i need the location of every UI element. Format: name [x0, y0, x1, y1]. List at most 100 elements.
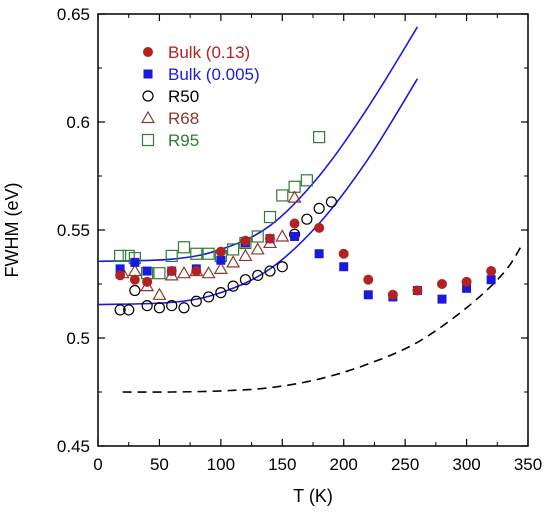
data-point — [190, 295, 202, 307]
data-point — [177, 241, 191, 254]
data-point — [141, 300, 153, 312]
data-point — [461, 276, 472, 287]
data-point — [263, 210, 277, 224]
legend: Bulk (0.13) Bulk (0.005) R50 R68 R95 — [140, 43, 260, 150]
data-point — [191, 266, 202, 277]
data-point — [437, 279, 447, 289]
data-point — [226, 255, 241, 268]
data-point — [202, 291, 215, 303]
data-point — [216, 255, 226, 265]
data-point — [142, 266, 152, 276]
y-tick-label: 0.5 — [66, 329, 90, 348]
data-point — [363, 274, 374, 285]
data-point — [289, 218, 300, 229]
data-point — [123, 304, 135, 316]
x-tick-label: 150 — [268, 455, 296, 474]
data-point — [213, 261, 228, 274]
legend-marker — [141, 133, 155, 147]
data-point — [122, 249, 135, 263]
data-point — [300, 174, 313, 187]
data-point — [153, 267, 166, 280]
data-point — [338, 248, 349, 259]
data-point — [166, 266, 177, 277]
legend-marker — [143, 47, 153, 57]
y-axis-title: FWHM (eV) — [2, 183, 22, 278]
data-point — [215, 246, 226, 257]
data-point — [264, 265, 276, 277]
data-point — [176, 265, 192, 279]
data-point — [201, 265, 216, 279]
data-point — [250, 242, 265, 255]
data-point — [437, 294, 447, 304]
data-point — [313, 131, 326, 144]
data-point — [276, 189, 289, 202]
x-tick-label: 50 — [150, 455, 169, 474]
x-axis-title: T (K) — [293, 486, 333, 506]
data-point — [363, 290, 373, 300]
data-point — [130, 257, 140, 267]
data-point — [301, 213, 313, 225]
data-point — [129, 274, 140, 285]
x-tick-label: 350 — [514, 455, 542, 474]
y-tick-label: 0.6 — [66, 113, 90, 132]
data-point — [412, 285, 423, 296]
data-point — [227, 280, 239, 292]
x-tick-label: 250 — [391, 455, 419, 474]
data-point — [276, 261, 288, 273]
legend-label: R95 — [168, 131, 199, 150]
dashed-reference-line — [122, 244, 523, 393]
data-point — [114, 304, 126, 316]
fit-line — [97, 78, 419, 306]
data-point — [153, 302, 166, 314]
legend-marker — [140, 110, 156, 124]
data-point — [238, 248, 253, 262]
legend-marker — [143, 69, 153, 79]
data-point — [114, 249, 127, 263]
x-tick-label: 0 — [93, 455, 102, 474]
data-point — [166, 300, 178, 312]
data-point — [486, 266, 497, 277]
data-point — [462, 283, 472, 293]
legend-label: Bulk (0.005) — [168, 65, 260, 84]
data-point — [252, 269, 264, 281]
tick-labels: 0 50 100 150 200 250 300 350 0.45 0.5 0.55 0.6 0.65 — [57, 5, 542, 474]
data-point — [251, 230, 264, 243]
data-point — [314, 249, 324, 259]
data-point — [239, 274, 252, 286]
data-point — [325, 196, 338, 208]
data-point — [142, 276, 153, 287]
legend-label: R68 — [168, 109, 199, 128]
data-point — [227, 243, 240, 256]
data-points — [114, 131, 497, 316]
data-point — [290, 231, 300, 241]
y-tick-label: 0.65 — [57, 5, 90, 24]
legend-marker — [142, 90, 154, 102]
data-point — [314, 222, 325, 233]
data-point — [486, 275, 496, 285]
data-point — [387, 289, 398, 300]
data-point — [115, 270, 126, 281]
data-point — [178, 302, 190, 314]
data-point — [165, 249, 178, 263]
legend-label: Bulk (0.13) — [168, 43, 250, 62]
y-tick-label: 0.55 — [57, 221, 90, 240]
data-point — [215, 287, 227, 299]
data-point — [275, 229, 290, 242]
fit-line — [97, 26, 419, 263]
data-point — [339, 262, 349, 272]
data-point — [115, 264, 125, 274]
data-point — [152, 287, 167, 300]
data-point — [202, 247, 215, 260]
data-point — [240, 235, 251, 246]
data-point — [265, 233, 275, 244]
x-tick-label: 100 — [207, 455, 235, 474]
x-tick-label: 200 — [330, 455, 358, 474]
legend-label: R50 — [168, 87, 199, 106]
fit-lines — [97, 26, 523, 393]
data-point — [190, 247, 203, 260]
data-point — [287, 190, 302, 203]
data-point — [129, 284, 141, 297]
data-point — [313, 202, 325, 214]
axis-ticks — [97, 13, 529, 447]
